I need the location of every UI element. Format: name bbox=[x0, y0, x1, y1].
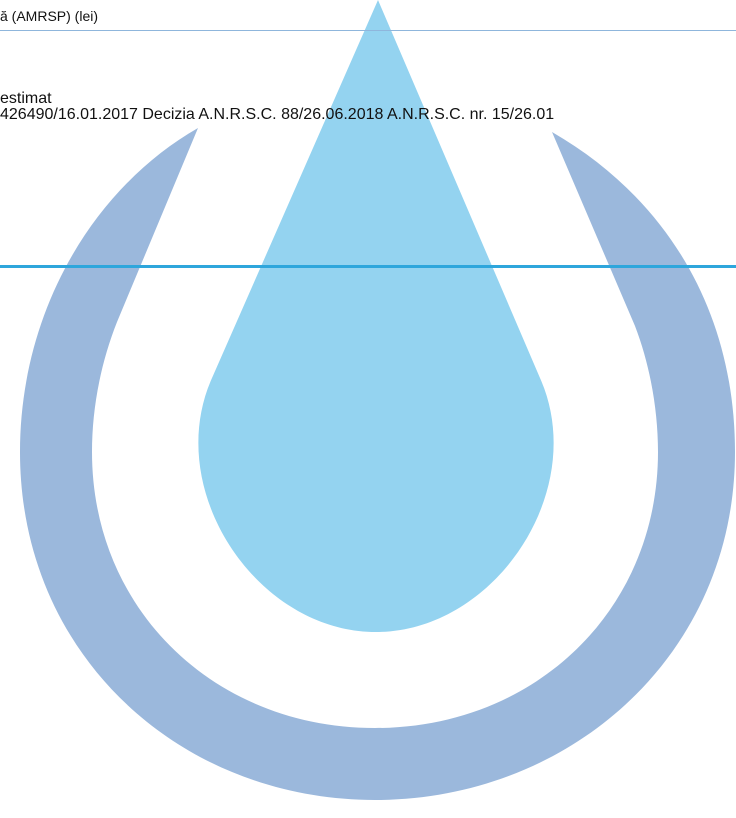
header-label: ă (AMRSP) (lei) bbox=[0, 8, 99, 24]
drop-shape bbox=[198, 0, 554, 632]
estimat-label: estimat bbox=[0, 90, 52, 107]
header-divider bbox=[0, 30, 736, 31]
section-divider bbox=[0, 265, 736, 268]
decisions-text: 426490/16.01.2017 Decizia A.N.R.S.C. 88/… bbox=[0, 106, 555, 123]
